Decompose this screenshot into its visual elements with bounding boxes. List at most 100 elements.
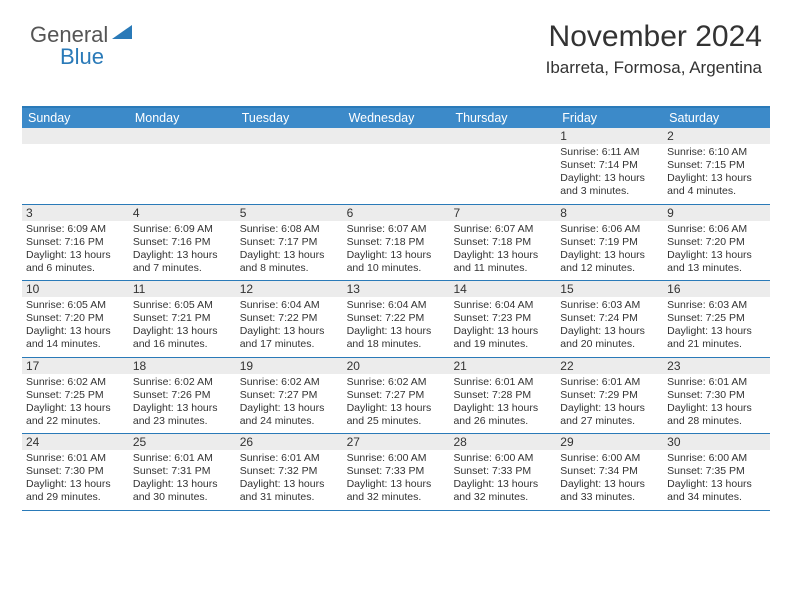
day-number: 14 (449, 281, 556, 297)
sunrise-text: Sunrise: 6:05 AM (133, 299, 232, 312)
day-cell: 13Sunrise: 6:04 AMSunset: 7:22 PMDayligh… (343, 281, 450, 357)
day-details: Sunrise: 6:01 AMSunset: 7:30 PMDaylight:… (22, 450, 129, 510)
day-details: Sunrise: 6:00 AMSunset: 7:33 PMDaylight:… (449, 450, 556, 510)
daylight-text: Daylight: 13 hours and 12 minutes. (560, 249, 659, 275)
daylight-text: Daylight: 13 hours and 17 minutes. (240, 325, 339, 351)
day-details: Sunrise: 6:06 AMSunset: 7:19 PMDaylight:… (556, 221, 663, 281)
day-details: Sunrise: 6:07 AMSunset: 7:18 PMDaylight:… (449, 221, 556, 281)
day-number: 10 (22, 281, 129, 297)
day-number: 6 (343, 205, 450, 221)
sunset-text: Sunset: 7:27 PM (347, 389, 446, 402)
sunset-text: Sunset: 7:31 PM (133, 465, 232, 478)
sunrise-text: Sunrise: 6:01 AM (26, 452, 125, 465)
sunrise-text: Sunrise: 6:04 AM (347, 299, 446, 312)
day-number: 7 (449, 205, 556, 221)
daylight-text: Daylight: 13 hours and 28 minutes. (667, 402, 766, 428)
sunset-text: Sunset: 7:20 PM (667, 236, 766, 249)
sunrise-text: Sunrise: 6:06 AM (560, 223, 659, 236)
day-cell: 5Sunrise: 6:08 AMSunset: 7:17 PMDaylight… (236, 205, 343, 281)
day-details: Sunrise: 6:00 AMSunset: 7:33 PMDaylight:… (343, 450, 450, 510)
day-of-week-row: SundayMondayTuesdayWednesdayThursdayFrid… (22, 108, 770, 128)
day-details: Sunrise: 6:00 AMSunset: 7:35 PMDaylight:… (663, 450, 770, 510)
day-details: Sunrise: 6:04 AMSunset: 7:22 PMDaylight:… (236, 297, 343, 357)
sunrise-text: Sunrise: 6:00 AM (560, 452, 659, 465)
day-number: 20 (343, 358, 450, 374)
day-cell (449, 128, 556, 204)
day-number: 5 (236, 205, 343, 221)
daylight-text: Daylight: 13 hours and 8 minutes. (240, 249, 339, 275)
sunset-text: Sunset: 7:23 PM (453, 312, 552, 325)
sunset-text: Sunset: 7:27 PM (240, 389, 339, 402)
daylight-text: Daylight: 13 hours and 13 minutes. (667, 249, 766, 275)
triangle-icon (112, 25, 134, 46)
daylight-text: Daylight: 13 hours and 32 minutes. (453, 478, 552, 504)
daylight-text: Daylight: 13 hours and 32 minutes. (347, 478, 446, 504)
daylight-text: Daylight: 13 hours and 7 minutes. (133, 249, 232, 275)
sunset-text: Sunset: 7:30 PM (667, 389, 766, 402)
day-number: 1 (556, 128, 663, 144)
day-number: 16 (663, 281, 770, 297)
sunset-text: Sunset: 7:18 PM (453, 236, 552, 249)
daylight-text: Daylight: 13 hours and 3 minutes. (560, 172, 659, 198)
day-details: Sunrise: 6:07 AMSunset: 7:18 PMDaylight:… (343, 221, 450, 281)
week-row: 17 Sunrise: 6:02 AM Sunset: 7:25 PM Dayligh… (22, 358, 770, 435)
day-cell (343, 128, 450, 204)
day-cell (129, 128, 236, 204)
day-of-week-header: Sunday (22, 108, 129, 128)
day-details: Sunrise: 6:00 AMSunset: 7:34 PMDaylight:… (556, 450, 663, 510)
sunset-text: Sunset: 7:30 PM (26, 465, 125, 478)
calendar-grid: SundayMondayTuesdayWednesdayThursdayFrid… (22, 106, 770, 511)
daylight-text: Daylight: 13 hours and 11 minutes. (453, 249, 552, 275)
day-cell: 26Sunrise: 6:01 AMSunset: 7:32 PMDayligh… (236, 434, 343, 510)
day-cell: 27Sunrise: 6:00 AMSunset: 7:33 PMDayligh… (343, 434, 450, 510)
day-cell: 2Sunrise: 6:10 AMSunset: 7:15 PMDaylight… (663, 128, 770, 204)
sunset-text: Sunset: 7:17 PM (240, 236, 339, 249)
day-cell (236, 128, 343, 204)
daylight-text: Daylight: 13 hours and 20 minutes. (560, 325, 659, 351)
daylight-text: Daylight: 13 hours and 26 minutes. (453, 402, 552, 428)
day-details: Sunrise: 6:02 AMSunset: 7:27 PMDaylight:… (343, 374, 450, 434)
day-cell: 29Sunrise: 6:00 AMSunset: 7:34 PMDayligh… (556, 434, 663, 510)
day-cell: 3Sunrise: 6:09 AMSunset: 7:16 PMDaylight… (22, 205, 129, 281)
day-cell: 14Sunrise: 6:04 AMSunset: 7:23 PMDayligh… (449, 281, 556, 357)
daylight-text: Daylight: 13 hours and 18 minutes. (347, 325, 446, 351)
daylight-text: Daylight: 13 hours and 27 minutes. (560, 402, 659, 428)
sunrise-text: Sunrise: 6:07 AM (347, 223, 446, 236)
day-number: 23 (663, 358, 770, 374)
daylight-text: Daylight: 13 hours and 14 minutes. (26, 325, 125, 351)
day-cell: 16Sunrise: 6:03 AMSunset: 7:25 PMDayligh… (663, 281, 770, 357)
sunrise-text: Sunrise: 6:04 AM (240, 299, 339, 312)
location-text: Ibarreta, Formosa, Argentina (546, 58, 762, 78)
sunrise-text: Sunrise: 6:02 AM (240, 376, 339, 389)
sunset-text: Sunset: 7:28 PM (453, 389, 552, 402)
day-cell: 21Sunrise: 6:01 AMSunset: 7:28 PMDayligh… (449, 358, 556, 434)
day-cell: 23Sunrise: 6:01 AMSunset: 7:30 PMDayligh… (663, 358, 770, 434)
daylight-text: Daylight: 13 hours and 16 minutes. (133, 325, 232, 351)
day-number: 4 (129, 205, 236, 221)
day-details: Sunrise: 6:01 AMSunset: 7:30 PMDaylight:… (663, 374, 770, 434)
week-row: 24Sunrise: 6:01 AMSunset: 7:30 PMDayligh… (22, 434, 770, 511)
daylight-text: Daylight: 13 hours and 4 minutes. (667, 172, 766, 198)
sunset-text: Sunset: 7:33 PM (347, 465, 446, 478)
day-cell: 20Sunrise: 6:02 AMSunset: 7:27 PMDayligh… (343, 358, 450, 434)
sunset-text: Sunset: 7:25 PM (667, 312, 766, 325)
sunset-text: Sunset: 7:25 PM (26, 389, 125, 402)
day-number: 29 (556, 434, 663, 450)
sunrise-text: Sunrise: 6:06 AM (667, 223, 766, 236)
day-details: Sunrise: 6:04 AMSunset: 7:22 PMDaylight:… (343, 297, 450, 357)
sunrise-text: Sunrise: 6:01 AM (133, 452, 232, 465)
day-details: Sunrise: 6:05 AMSunset: 7:21 PMDaylight:… (129, 297, 236, 357)
sunset-text: Sunset: 7:20 PM (26, 312, 125, 325)
sunset-text: Sunset: 7:15 PM (667, 159, 766, 172)
day-details (343, 144, 450, 194)
sunrise-text: Sunrise: 6:01 AM (560, 376, 659, 389)
day-cell: 19Sunrise: 6:02 AMSunset: 7:27 PMDayligh… (236, 358, 343, 434)
daylight-text: Daylight: 13 hours and 30 minutes. (133, 478, 232, 504)
sunset-text: Sunset: 7:22 PM (347, 312, 446, 325)
day-number: 21 (449, 358, 556, 374)
sunrise-text: Sunrise: 6:00 AM (453, 452, 552, 465)
day-number: 26 (236, 434, 343, 450)
day-details: Sunrise: 6:11 AMSunset: 7:14 PMDaylight:… (556, 144, 663, 204)
day-number: 17 (22, 358, 129, 374)
daylight-text: Daylight: 13 hours and 19 minutes. (453, 325, 552, 351)
